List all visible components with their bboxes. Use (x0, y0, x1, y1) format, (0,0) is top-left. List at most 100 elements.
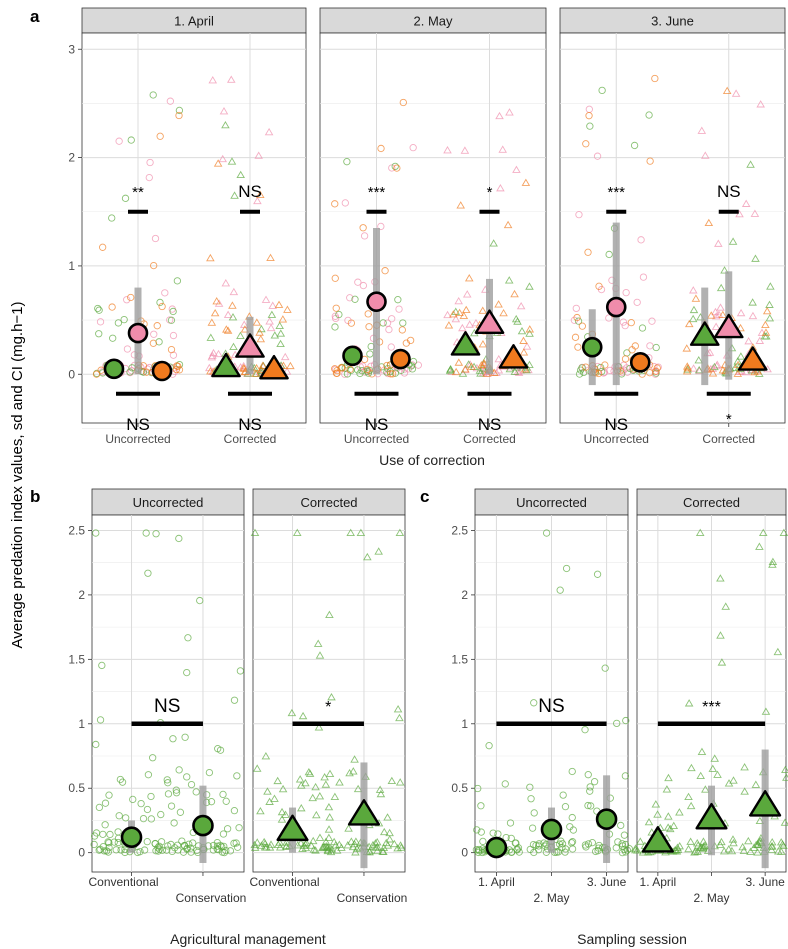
raw-point (574, 317, 583, 325)
raw-point (365, 848, 374, 856)
raw-point (751, 254, 760, 262)
panel-c-facet-1-strip-label: Uncorrected (516, 495, 587, 510)
raw-point (700, 841, 710, 849)
raw-point (115, 812, 123, 820)
raw-point (627, 319, 635, 327)
raw-point (256, 334, 266, 343)
raw-point (172, 365, 181, 374)
raw-point (321, 780, 331, 788)
raw-point (477, 828, 485, 836)
raw-point (507, 848, 516, 856)
raw-point (464, 360, 473, 368)
raw-point (622, 848, 630, 856)
raw-point (717, 658, 727, 666)
raw-point (708, 764, 718, 772)
raw-point (652, 343, 660, 352)
raw-point (391, 369, 399, 377)
raw-point (501, 780, 509, 788)
raw-point (652, 367, 660, 375)
raw-point (208, 76, 218, 84)
raw-point (365, 323, 373, 331)
raw-point (187, 780, 196, 789)
raw-point (163, 846, 171, 854)
raw-point (568, 838, 577, 846)
raw-point (301, 778, 310, 787)
raw-point (312, 810, 321, 819)
raw-point (337, 364, 345, 372)
raw-point (292, 528, 302, 536)
raw-point (150, 261, 158, 270)
raw-point (779, 528, 788, 536)
raw-point (372, 846, 382, 855)
raw-point (144, 569, 152, 577)
raw-point (251, 369, 260, 377)
raw-point (189, 839, 197, 847)
raw-point (458, 369, 468, 377)
raw-point (277, 815, 287, 823)
raw-point (163, 776, 171, 784)
raw-point (443, 310, 452, 319)
raw-point (149, 339, 158, 347)
panel-a-facet-1-strip-label: 1. April (174, 14, 214, 29)
raw-point (774, 847, 783, 855)
raw-point (720, 266, 729, 274)
raw-point (731, 89, 741, 97)
raw-point (464, 274, 474, 282)
raw-point (399, 319, 407, 327)
raw-point (105, 839, 113, 847)
raw-point (147, 792, 155, 801)
raw-point (220, 848, 229, 857)
raw-point (716, 283, 726, 292)
raw-point (214, 299, 224, 307)
raw-point (684, 844, 693, 853)
raw-point (95, 306, 103, 314)
raw-point (692, 839, 702, 847)
x-tick-label: Conservation (176, 891, 247, 905)
raw-point (183, 668, 191, 677)
raw-point (663, 823, 673, 831)
raw-point (650, 362, 658, 371)
raw-point (522, 342, 532, 350)
raw-point (494, 366, 504, 374)
raw-point (115, 137, 123, 145)
raw-point (444, 321, 454, 329)
mean-circle-pink (605, 296, 627, 318)
significance-label: NS (154, 696, 180, 717)
raw-point (120, 315, 128, 324)
raw-point (748, 311, 758, 320)
raw-point (727, 846, 737, 855)
raw-point (213, 159, 223, 167)
raw-point (174, 846, 182, 854)
raw-point (259, 837, 269, 846)
raw-point (250, 840, 259, 849)
raw-point (239, 364, 249, 372)
raw-point (580, 368, 588, 377)
raw-point (210, 308, 220, 317)
raw-point (530, 699, 538, 707)
raw-point (169, 331, 178, 340)
raw-point (773, 647, 783, 656)
raw-point (686, 801, 696, 810)
raw-point (733, 360, 743, 369)
raw-point (173, 362, 181, 370)
raw-point (92, 529, 100, 537)
raw-point (267, 310, 277, 318)
raw-point (175, 766, 183, 774)
raw-point (287, 708, 297, 717)
raw-point (733, 369, 743, 377)
raw-point (395, 305, 403, 313)
raw-point (728, 237, 738, 245)
y-tick-label: 0.5 (68, 781, 85, 795)
mean-triangle-green (689, 321, 720, 346)
raw-point (181, 733, 189, 741)
raw-point (478, 306, 488, 314)
raw-point (456, 201, 465, 209)
mean-triangle-pink (235, 333, 265, 358)
raw-point (151, 234, 160, 243)
raw-point (275, 843, 285, 851)
raw-point (454, 358, 464, 366)
raw-point (778, 840, 787, 848)
raw-point (738, 842, 747, 851)
raw-point (605, 250, 613, 259)
raw-point (109, 334, 117, 342)
